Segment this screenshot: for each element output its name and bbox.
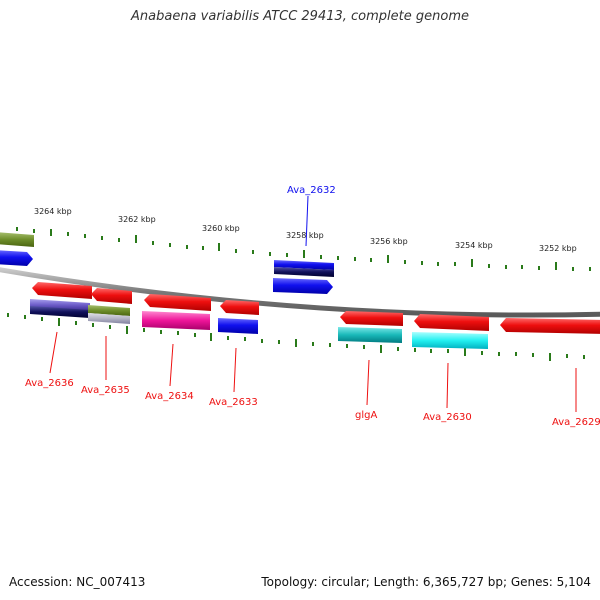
reverse-features bbox=[30, 282, 600, 349]
scale-label-3262: 3262 kbp bbox=[118, 215, 156, 224]
leader-ava-2632 bbox=[305, 195, 309, 247]
scale-label-3254: 3254 kbp bbox=[455, 241, 493, 250]
gene-glga-arrow[interactable] bbox=[340, 311, 403, 326]
accession-text: Accession: NC_007413 bbox=[9, 575, 146, 589]
leader-ava-2630 bbox=[446, 362, 449, 409]
map-title: Anabaena variabilis ATCC 29413, complete… bbox=[131, 9, 469, 24]
leader-ava-2633 bbox=[233, 347, 237, 393]
scale-label-3252: 3252 kbp bbox=[539, 244, 577, 253]
genome-backbone bbox=[0, 267, 600, 318]
scale-label-3264: 3264 kbp bbox=[34, 207, 72, 216]
gene-ava-2630-arrow[interactable] bbox=[414, 314, 489, 331]
scale-label-3260: 3260 kbp bbox=[202, 224, 240, 233]
gene-label-glga[interactable]: glgA bbox=[355, 410, 377, 421]
inner-scale-ticks bbox=[7, 313, 585, 361]
gene-ava-2634-arrow[interactable] bbox=[144, 294, 211, 311]
gene-ava-2632-cds[interactable] bbox=[274, 260, 334, 270]
gene-ava-2632-arrow[interactable] bbox=[273, 278, 333, 294]
gene-label-ava-2629[interactable]: Ava_2629 bbox=[552, 417, 600, 428]
gene-ava-2636-arrow[interactable] bbox=[32, 282, 92, 299]
gene-label-ava-2634[interactable]: Ava_2634 bbox=[145, 391, 194, 402]
genome-summary-text: Topology: circular; Length: 6,365,727 bp… bbox=[261, 575, 591, 589]
gene-ava-2635-arrow[interactable] bbox=[91, 288, 132, 304]
forward-features bbox=[0, 232, 334, 294]
scale-label-3258: 3258 kbp bbox=[286, 231, 324, 240]
gene-ava-2629-arrow[interactable] bbox=[500, 318, 600, 334]
gene-label-ava-2633[interactable]: Ava_2633 bbox=[209, 397, 258, 408]
scale-label-3256: 3256 kbp bbox=[370, 237, 408, 246]
gene-label-ava-2632[interactable]: Ava_2632 bbox=[287, 185, 336, 196]
leader-glga bbox=[366, 359, 370, 406]
gene-label-ava-2630[interactable]: Ava_2630 bbox=[423, 412, 472, 423]
gene-label-ava-2636[interactable]: Ava_2636 bbox=[25, 378, 74, 389]
leader-ava-2634 bbox=[169, 343, 174, 387]
gene-label-ava-2635[interactable]: Ava_2635 bbox=[81, 385, 130, 396]
outer-scale-ticks bbox=[16, 227, 591, 271]
gene-ava-2633-arrow[interactable] bbox=[220, 300, 259, 315]
leader-ava-2636 bbox=[49, 331, 58, 374]
